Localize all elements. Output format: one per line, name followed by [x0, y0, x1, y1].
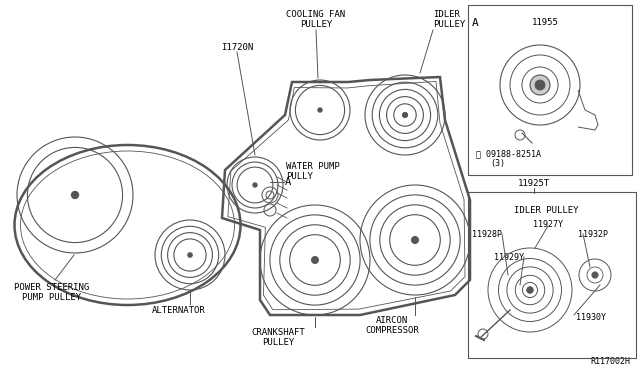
- Circle shape: [592, 272, 598, 278]
- Text: A: A: [472, 18, 479, 28]
- Bar: [468, 5, 632, 175]
- Text: 11932P: 11932P: [578, 230, 608, 239]
- Circle shape: [72, 192, 79, 199]
- Text: (3): (3): [490, 159, 505, 168]
- Circle shape: [253, 183, 257, 187]
- Text: IDLER
PULLEY: IDLER PULLEY: [433, 10, 465, 29]
- Text: A: A: [285, 177, 291, 187]
- Circle shape: [403, 113, 408, 118]
- Circle shape: [412, 237, 419, 243]
- Text: 11927Y: 11927Y: [533, 220, 563, 229]
- Text: COOLING FAN
PULLEY: COOLING FAN PULLEY: [287, 10, 346, 29]
- Text: IDLER PULLEY: IDLER PULLEY: [514, 206, 579, 215]
- Circle shape: [535, 80, 545, 90]
- Circle shape: [530, 75, 550, 95]
- Bar: [468, 192, 636, 358]
- Text: 11929Y: 11929Y: [494, 253, 524, 262]
- Circle shape: [527, 287, 533, 294]
- Text: 11930Y: 11930Y: [576, 313, 606, 322]
- Circle shape: [312, 257, 318, 263]
- Text: Ⓑ 09188-8251A: Ⓑ 09188-8251A: [476, 149, 541, 158]
- Text: 11925T: 11925T: [518, 180, 550, 189]
- Text: POWER STEERING
PUMP PULLEY: POWER STEERING PUMP PULLEY: [14, 283, 89, 302]
- Text: ALTERNATOR: ALTERNATOR: [152, 306, 205, 315]
- Text: 11928P: 11928P: [472, 230, 502, 239]
- Circle shape: [188, 253, 192, 257]
- Text: R117002H: R117002H: [590, 357, 630, 366]
- Text: 11955: 11955: [532, 18, 559, 27]
- Text: WATER PUMP
PULLY: WATER PUMP PULLY: [286, 162, 340, 182]
- Text: I1720N: I1720N: [221, 43, 253, 52]
- Text: CRANKSHAFT
PULLEY: CRANKSHAFT PULLEY: [251, 328, 305, 347]
- Text: AIRCON
COMPRESSOR: AIRCON COMPRESSOR: [365, 316, 419, 336]
- Circle shape: [318, 108, 322, 112]
